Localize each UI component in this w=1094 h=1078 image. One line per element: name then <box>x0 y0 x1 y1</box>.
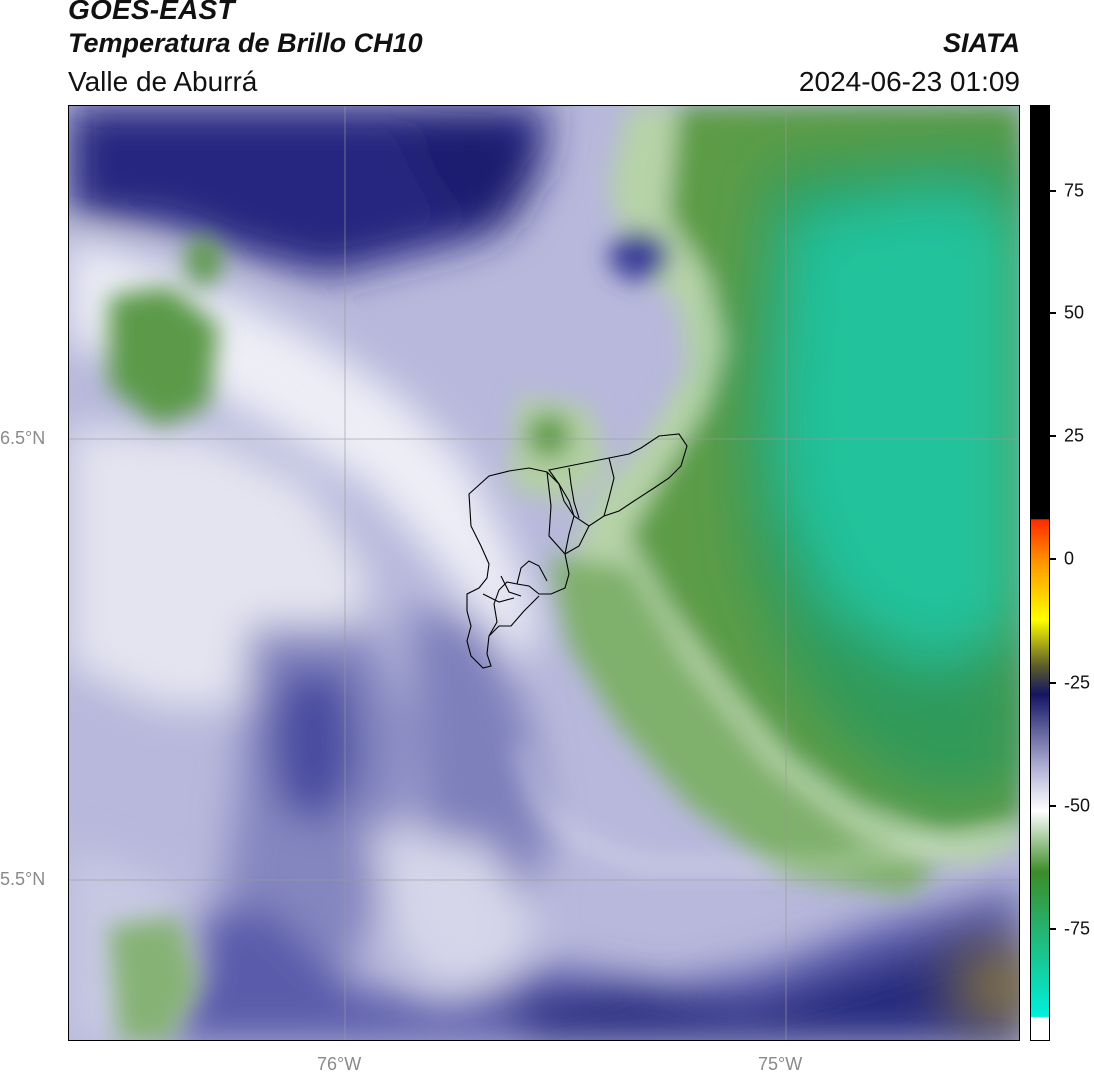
colorbar-tick <box>1050 805 1056 807</box>
colorbar-tick <box>1050 928 1056 930</box>
satellite-title: GOES-EAST <box>68 0 235 25</box>
colorbar-label-minus-75: -75 <box>1064 918 1091 939</box>
colorbar-tick <box>1050 558 1056 560</box>
colorbar-tick <box>1050 682 1056 684</box>
lon-label-76w: 76°W <box>317 1054 362 1074</box>
lat-label-5-5n: 5.5°N <box>0 869 46 889</box>
colorbar <box>1030 105 1050 1041</box>
colorbar-tick <box>1050 435 1056 437</box>
agency-label: SIATA <box>943 28 1020 58</box>
colorbar-label-0: 0 <box>1064 548 1075 569</box>
lat-label-6-5n: 6.5°N <box>0 428 46 448</box>
colorbar-label-25: 25 <box>1064 425 1085 446</box>
colorbar-label-75: 75 <box>1064 180 1085 201</box>
storm-edge <box>516 745 1019 869</box>
colorbar-tick <box>1050 190 1056 192</box>
aburra-valley-municipalities <box>466 433 688 669</box>
lon-label-75w: 75°W <box>758 1054 803 1074</box>
teal-core-layer <box>739 146 1019 1026</box>
colorbar-tick <box>1050 312 1056 314</box>
product-title: Temperatura de Brillo CH10 <box>68 28 423 58</box>
colorbar-label-50: 50 <box>1064 302 1085 323</box>
colorbar-label-minus-25: -25 <box>1064 672 1091 693</box>
graticule <box>69 106 1019 1040</box>
colorbar-label-minus-50: -50 <box>1064 795 1091 816</box>
map-canvas <box>69 106 1019 1040</box>
timestamp-label: 2024-06-23 01:09 <box>798 66 1020 97</box>
brightness-temperature-map[interactable] <box>68 105 1020 1041</box>
region-subtitle: Valle de Aburrá <box>68 66 258 97</box>
